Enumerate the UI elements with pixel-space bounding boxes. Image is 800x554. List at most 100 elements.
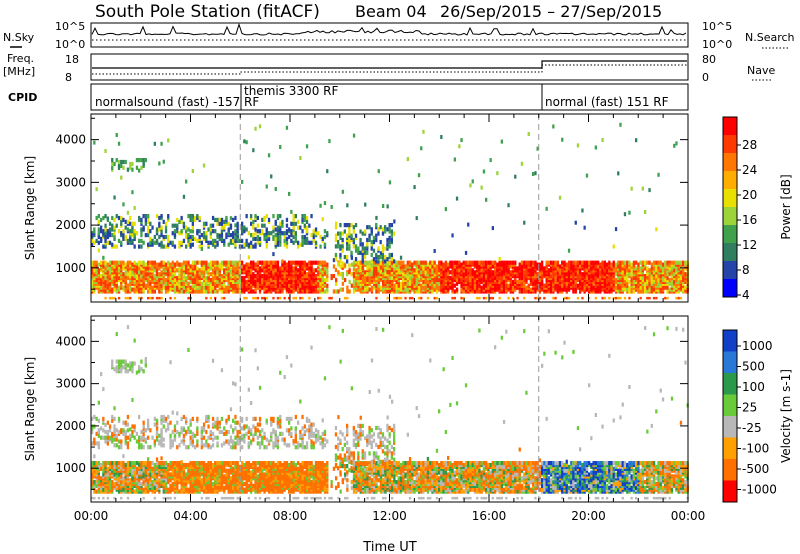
echo-cell (599, 262, 602, 267)
echo-cell (608, 275, 611, 281)
echo-cell (265, 227, 268, 232)
echo-cell (438, 260, 441, 265)
echo-cell (424, 260, 427, 265)
echo-cell (126, 496, 130, 500)
echo-cell (97, 219, 100, 224)
echo-cell (572, 287, 575, 292)
echo-cell (120, 461, 123, 466)
echo-cell (144, 221, 147, 226)
echo-cell (285, 229, 289, 234)
echo-cell (214, 274, 217, 279)
echo-cell (632, 260, 636, 265)
echo-cell (303, 234, 306, 240)
echo-cell (527, 132, 530, 136)
echo-cell (381, 227, 385, 232)
echo-cell (140, 461, 143, 466)
echo-cell (207, 268, 210, 273)
echo-cell (252, 223, 255, 228)
echo-cell (265, 238, 268, 243)
echo-cell (379, 285, 383, 290)
echo-cell (532, 277, 535, 283)
echo-cell (319, 203, 322, 208)
echo-cell (657, 283, 660, 288)
echo-cell (97, 461, 100, 466)
echo-cell (449, 275, 452, 281)
echo-cell (252, 219, 255, 224)
echo-cell (104, 429, 107, 435)
echo-cell (453, 264, 456, 269)
echo-cell (263, 287, 266, 292)
beam-label: Beam 04 (355, 2, 427, 21)
echo-cell (160, 141, 163, 146)
echo-cell (541, 266, 544, 271)
echo-cell (95, 431, 98, 436)
echo-cell (323, 201, 327, 206)
echo-cell (576, 283, 580, 288)
echo-cell (453, 157, 456, 162)
echo-cell (102, 264, 105, 269)
echo-cell (348, 270, 351, 275)
echo-cell (453, 260, 456, 265)
echo-cell (220, 233, 224, 238)
echo-cell (404, 296, 407, 300)
echo-cell (471, 179, 474, 184)
echo-cell (108, 266, 112, 271)
echo-cell (100, 435, 103, 440)
echo-cell (366, 250, 369, 255)
echo-cell (597, 277, 600, 283)
echo-cell (95, 187, 98, 192)
echo-cell (247, 262, 250, 267)
echo-cell (677, 279, 680, 284)
echo-cell (288, 264, 291, 269)
echo-cell (323, 229, 327, 234)
echo-cell (370, 252, 373, 258)
echo-cell (108, 424, 112, 429)
echo-cell (288, 296, 291, 300)
echo-cell (191, 277, 194, 283)
echo-cell (167, 234, 170, 240)
echo-cell (668, 287, 671, 292)
echo-cell (290, 260, 293, 265)
echo-cell (370, 242, 373, 247)
echo-cell (402, 260, 405, 265)
echo-cell (131, 361, 134, 366)
echo-cell (305, 272, 309, 277)
echo-cell (390, 237, 393, 243)
echo-cell (274, 240, 277, 245)
echo-cell (464, 260, 468, 265)
echo-cell (471, 260, 474, 265)
echo-cell (549, 260, 553, 265)
echo-cell (460, 296, 463, 300)
echo-cell (97, 496, 100, 500)
echo-cell (366, 272, 369, 277)
echo-cell (200, 274, 203, 279)
echo-cell (138, 462, 141, 467)
echo-cell (650, 262, 653, 267)
echo-cell (144, 217, 147, 222)
echo-cell (659, 264, 662, 269)
echo-cell (155, 270, 159, 275)
echo-cell (155, 227, 159, 232)
echo-cell (585, 173, 589, 178)
echo-cell (117, 445, 121, 450)
echo-cell (245, 140, 248, 145)
echo-cell (458, 144, 461, 149)
echo-cell (527, 289, 530, 294)
echo-cell (505, 260, 508, 265)
echo-cell (498, 260, 501, 265)
echo-cell (581, 208, 584, 213)
echo-cell (113, 428, 116, 433)
echo-cell (173, 233, 177, 238)
echo-cell (276, 240, 280, 245)
echo-cell (108, 274, 112, 279)
echo-cell (167, 238, 170, 243)
echo-cell (381, 252, 385, 258)
echo-cell (113, 416, 116, 421)
echo-cell (635, 275, 638, 281)
echo-cell (276, 225, 280, 230)
echo-cell (225, 260, 228, 265)
echo-cell (285, 240, 289, 245)
echo-cell (444, 207, 447, 212)
echo-cell (189, 242, 192, 247)
echo-cell (518, 266, 521, 271)
